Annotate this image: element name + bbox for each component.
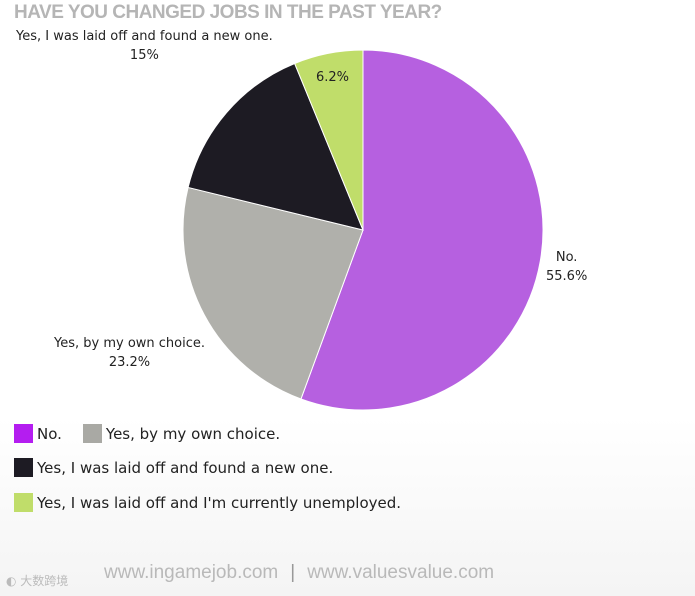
- slice-value-text: 15%: [129, 48, 159, 63]
- slice-label-text: No.: [555, 250, 578, 265]
- pie-slice-3: [293, 49, 364, 231]
- chart-title: HAVE YOU CHANGED JOBS IN THE PAST YEAR?: [14, 2, 442, 23]
- slice-label-no: No. 55.6%: [546, 248, 587, 286]
- slice-label-text: Yes, by my own choice.: [54, 336, 206, 351]
- footer-separator: |: [290, 562, 296, 583]
- legend-swatch-no: [14, 424, 33, 443]
- slice-value-text: 55.6%: [546, 269, 588, 284]
- legend-row-1: No. Yes, by my own choice.: [14, 424, 280, 443]
- slice-value-text: 6.2%: [316, 70, 350, 85]
- slice-value-text: 23.2%: [108, 355, 151, 370]
- pie-slice-2: [187, 62, 364, 231]
- slice-label-laid-off-new: Yes, I was laid off and found a new one.…: [16, 27, 273, 65]
- legend-swatch-laid-off-new: [14, 458, 33, 477]
- slice-label-text: Yes, I was laid off and found a new one.: [16, 29, 273, 44]
- pie-slice-0: [300, 49, 544, 411]
- legend-swatch-own-choice: [82, 424, 102, 443]
- footer: www.ingamejob.com | www.valuesvalue.com: [104, 562, 494, 584]
- legend-label-no: No.: [37, 424, 62, 443]
- legend-label-laid-off-new: Yes, I was laid off and found a new one.: [37, 458, 334, 477]
- legend-swatch-unemployed: [14, 493, 33, 512]
- legend-label-unemployed: Yes, I was laid off and I'm currently un…: [37, 493, 402, 512]
- footer-link-valuesvalue[interactable]: www.valuesvalue.com: [307, 562, 495, 583]
- pie-slice-1: [182, 186, 364, 400]
- watermark-logo: ◐ 大数跨境: [6, 574, 69, 588]
- slice-label-own-choice: Yes, by my own choice. 23.2%: [54, 334, 205, 372]
- legend-row-3: Yes, I was laid off and I'm currently un…: [14, 493, 401, 512]
- legend-row-2: Yes, I was laid off and found a new one.: [14, 458, 333, 477]
- footer-link-ingamejob[interactable]: www.ingamejob.com: [104, 562, 279, 583]
- slice-label-unemployed: 6.2%: [316, 68, 349, 87]
- legend-label-own-choice: Yes, by my own choice.: [105, 424, 281, 443]
